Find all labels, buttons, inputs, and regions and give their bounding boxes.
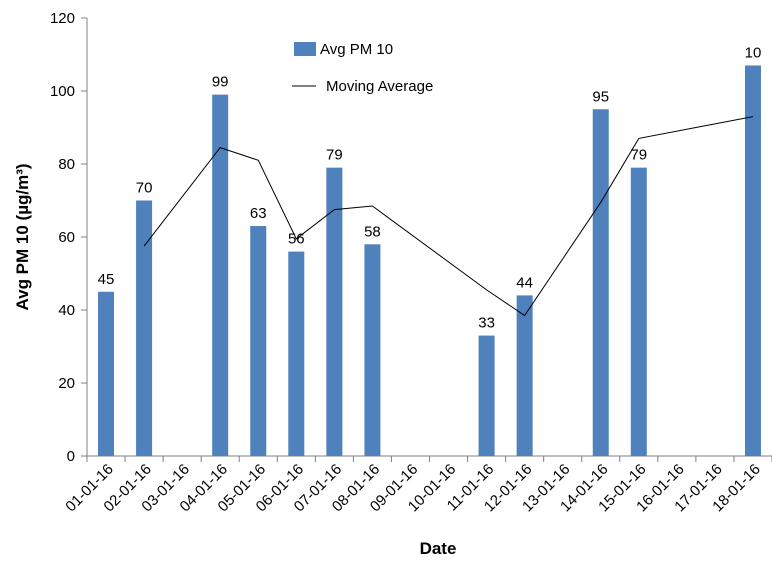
data-label: 58 xyxy=(364,223,381,240)
bar xyxy=(516,295,533,456)
bar xyxy=(326,167,343,456)
data-label: 95 xyxy=(592,88,609,105)
x-axis-title: Date xyxy=(420,539,457,558)
data-labels: 45 70 99 63 56 79 58 33 44 95 79 10 xyxy=(98,44,762,331)
y-tick-label: 20 xyxy=(58,375,75,392)
bar xyxy=(364,244,381,456)
bar xyxy=(592,109,609,456)
data-label: 79 xyxy=(630,147,647,164)
legend-swatch-bar xyxy=(294,42,316,56)
y-tick-label: 120 xyxy=(50,10,75,27)
data-label: 10 xyxy=(745,44,762,61)
bar xyxy=(478,335,495,456)
y-axis-title: Avg PM 10 (µg/m³) xyxy=(13,163,32,310)
y-tick-label: 60 xyxy=(58,229,75,246)
data-label: 99 xyxy=(212,74,229,91)
data-label: 63 xyxy=(250,205,267,222)
bar xyxy=(212,94,229,457)
moving-average-series xyxy=(143,116,754,317)
y-tick-label: 40 xyxy=(58,302,75,319)
y-tick-label: 0 xyxy=(67,448,75,465)
legend-label-line: Moving Average xyxy=(326,78,433,95)
bar-series xyxy=(98,65,761,457)
data-label: 79 xyxy=(326,147,343,164)
legend: Avg PM 10 Moving Average xyxy=(292,41,433,95)
bar xyxy=(136,200,153,456)
bar xyxy=(250,226,267,456)
bar xyxy=(98,291,115,456)
data-label: 33 xyxy=(478,315,495,332)
bar xyxy=(744,65,761,456)
y-tick-label: 100 xyxy=(50,83,75,100)
data-label: 45 xyxy=(98,271,115,288)
data-label: 70 xyxy=(136,180,153,197)
legend-label-bar: Avg PM 10 xyxy=(320,41,393,58)
bar xyxy=(630,167,647,456)
bar xyxy=(288,251,305,456)
moving-average-line xyxy=(143,116,754,317)
data-label: 56 xyxy=(288,231,305,248)
y-tick-label: 80 xyxy=(58,156,75,173)
data-label: 44 xyxy=(516,274,533,291)
